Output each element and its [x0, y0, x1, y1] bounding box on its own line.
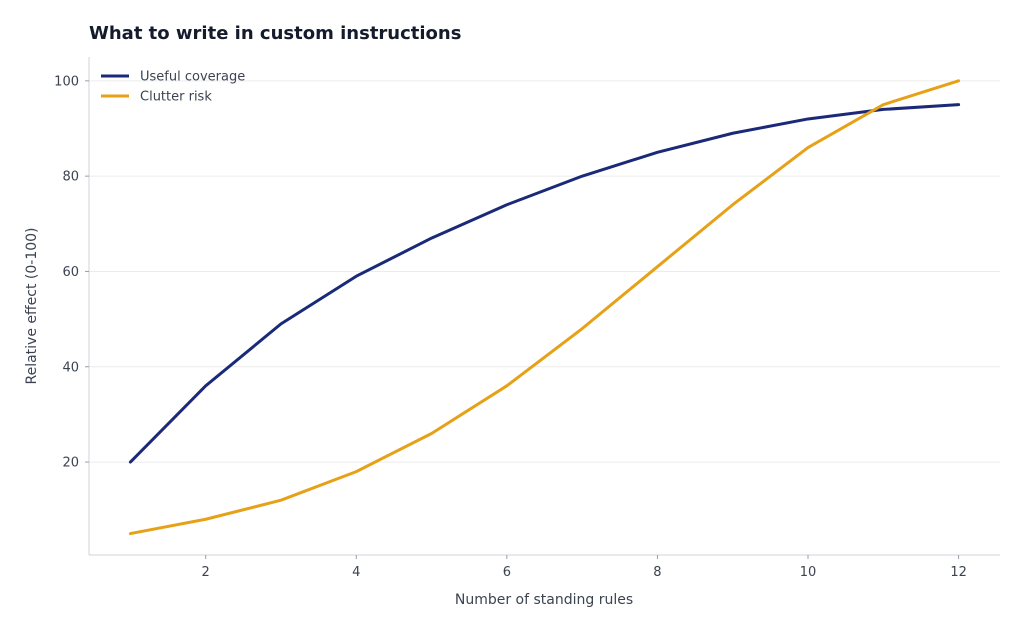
legend-label-clutter-risk: Clutter risk — [140, 90, 212, 105]
y-tick-label: 100 — [54, 74, 79, 89]
series-line-useful-coverage — [128, 103, 961, 464]
y-tick-label: 40 — [62, 360, 79, 375]
chart-title: What to write in custom instructions — [89, 23, 461, 44]
axes — [88, 57, 1000, 556]
x-tick-label: 10 — [800, 565, 817, 580]
legend: Useful coverage Clutter risk — [101, 70, 245, 105]
series-line-clutter-risk — [128, 79, 961, 536]
gridlines — [89, 80, 1000, 463]
y-tick-label: 80 — [62, 170, 79, 185]
legend-label-useful-coverage: Useful coverage — [140, 70, 245, 85]
x-axis-label: Number of standing rules — [455, 592, 633, 608]
x-tick-label: 2 — [202, 565, 210, 580]
x-tick-label: 8 — [653, 565, 661, 580]
y-tick-label: 20 — [62, 456, 79, 471]
y-axis-label: Relative effect (0-100) — [24, 227, 40, 384]
ticks: 20 40 60 80 100 2 4 6 8 10 12 — [54, 74, 967, 580]
series — [128, 79, 961, 536]
x-tick-label: 12 — [950, 565, 967, 580]
y-tick-label: 60 — [62, 265, 79, 280]
x-tick-label: 4 — [352, 565, 360, 580]
x-tick-label: 6 — [503, 565, 511, 580]
